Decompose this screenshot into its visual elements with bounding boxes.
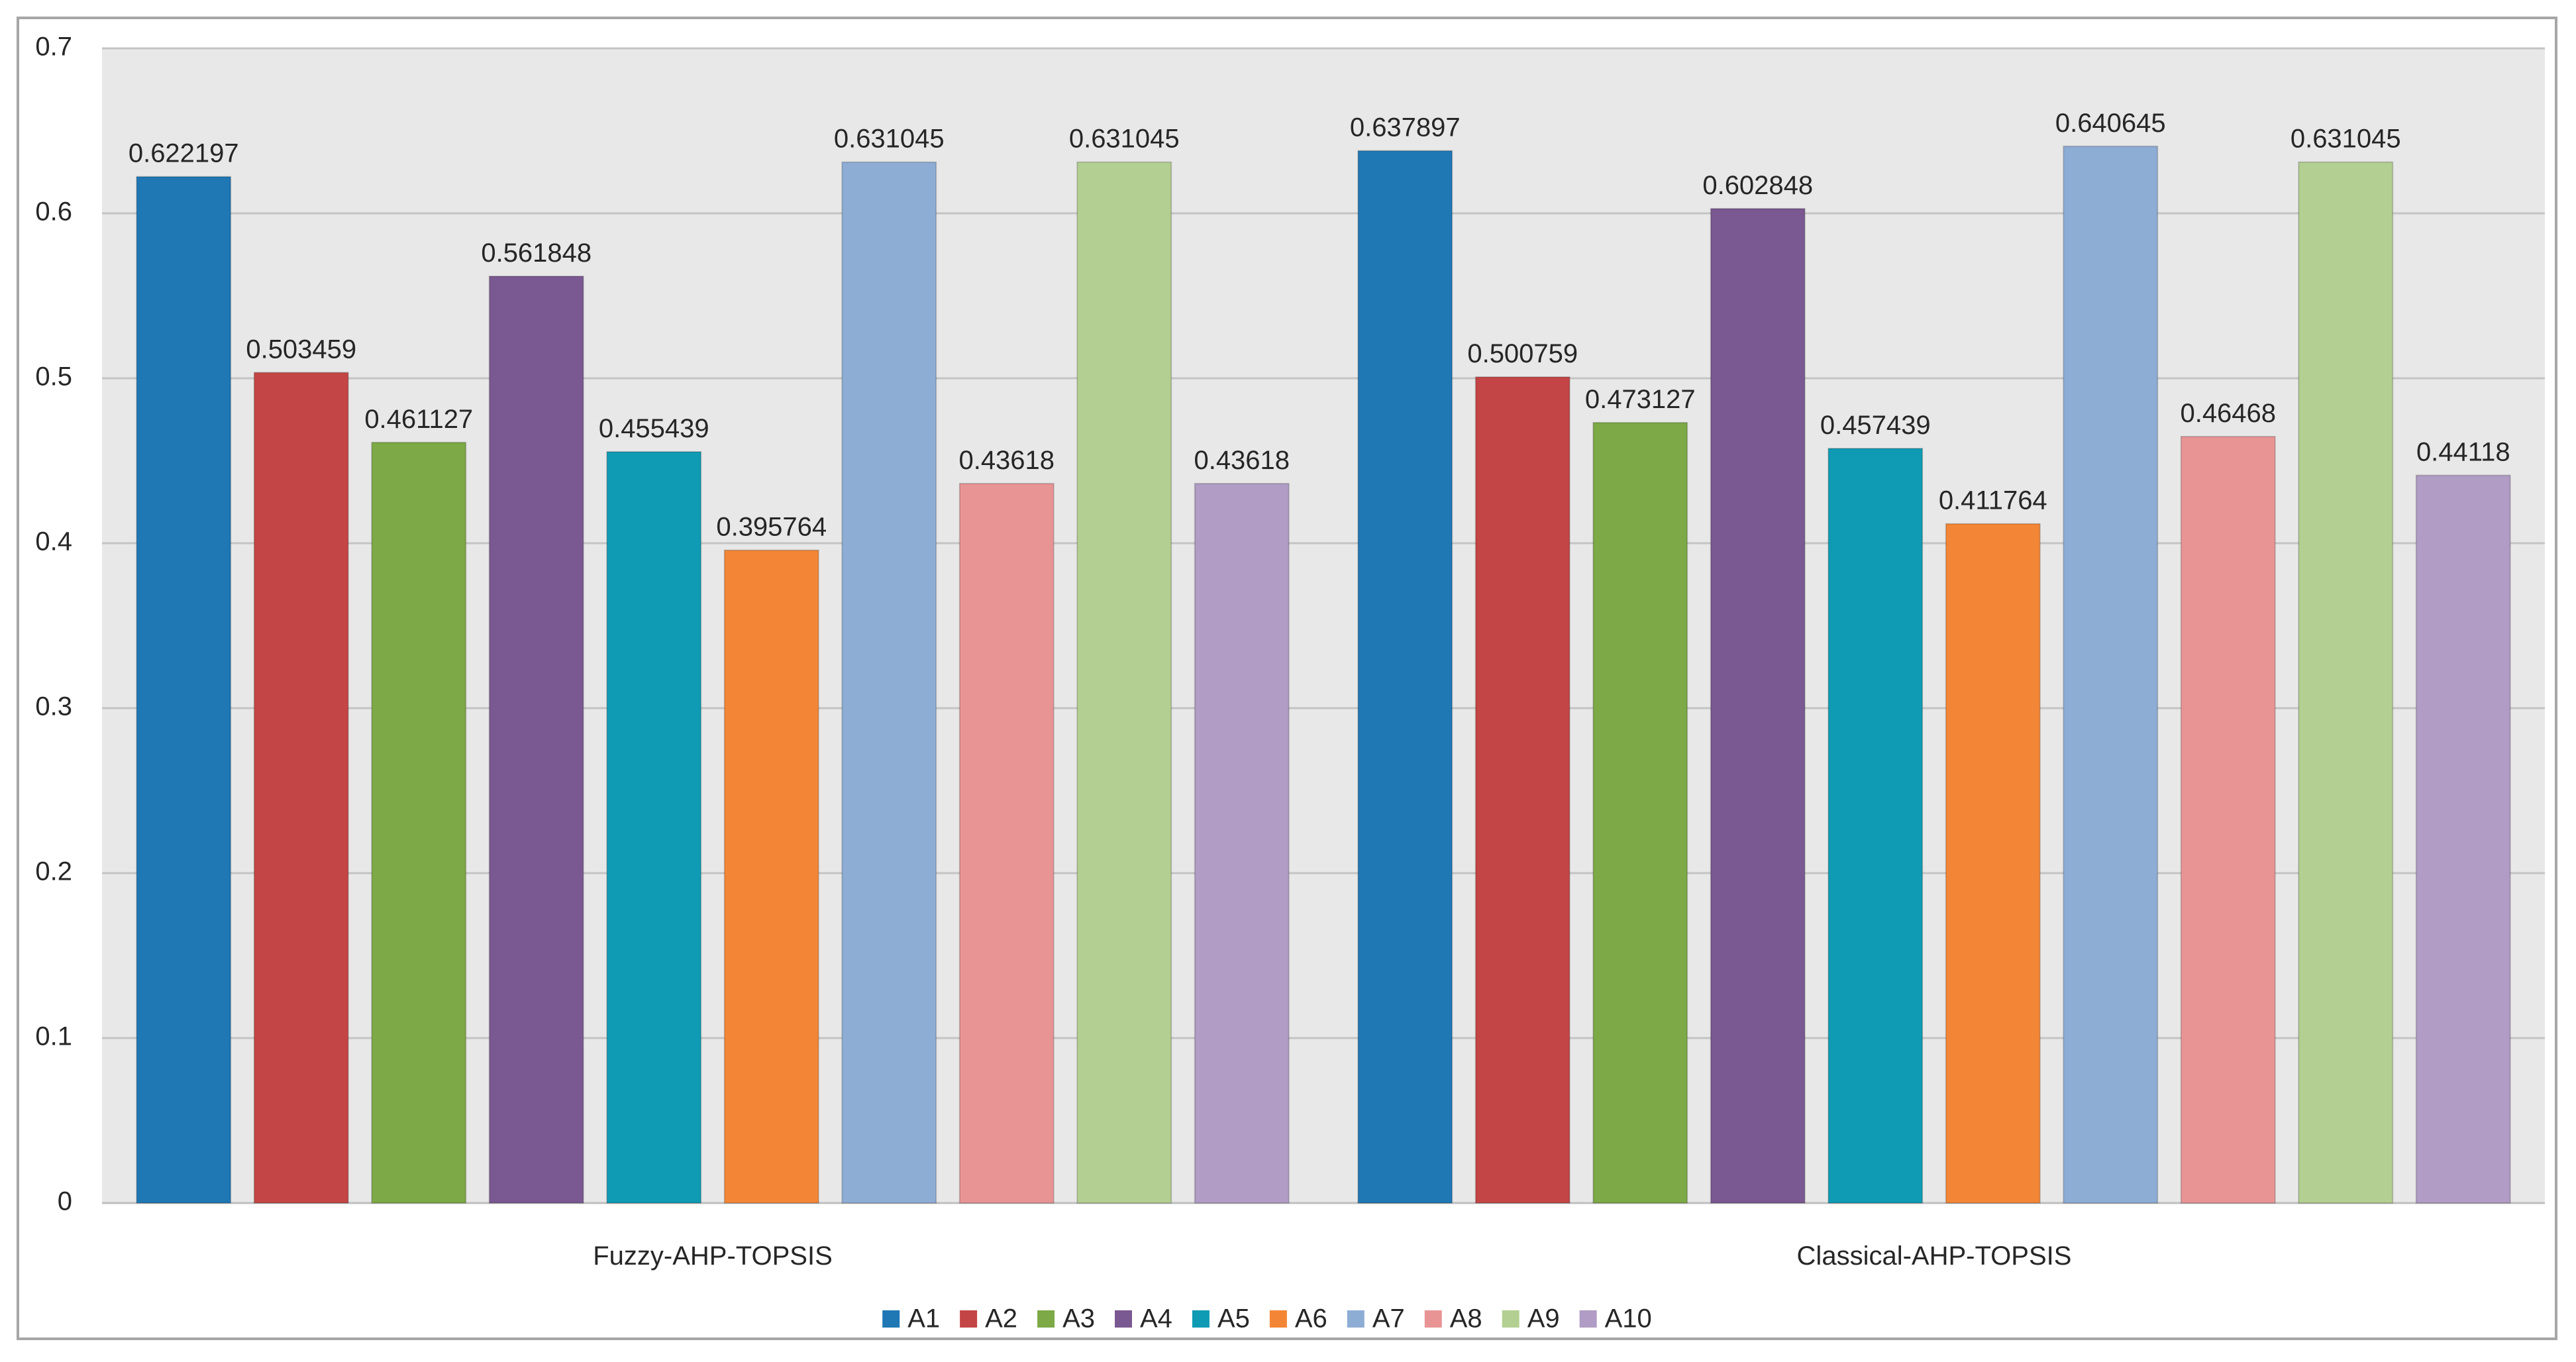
- data-label: 0.43618: [958, 446, 1055, 475]
- bar-a4: [488, 275, 584, 1204]
- bar-chart: 00.10.20.30.40.50.60.7 0.6221970.5034590…: [35, 32, 2545, 1334]
- data-label: 0.640645: [2055, 109, 2166, 138]
- legend: A1 A2 A3 A4 A5 A6 A7 A8 A9 A10: [882, 1304, 1652, 1334]
- data-label: 0.455439: [599, 414, 709, 443]
- data-label: 0.631045: [834, 125, 945, 154]
- data-label: 0.561848: [481, 238, 592, 268]
- legend-item-a4: A4: [1115, 1304, 1172, 1334]
- data-label: 0.503459: [246, 335, 356, 364]
- bar-a10: [2415, 474, 2511, 1204]
- legend-label: A3: [1062, 1304, 1095, 1334]
- legend-label: A5: [1217, 1304, 1250, 1334]
- data-label: 0.457439: [1820, 411, 1931, 440]
- bar-a9: [2298, 161, 2394, 1204]
- legend-item-a10: A10: [1579, 1304, 1652, 1334]
- legend-item-a2: A2: [960, 1304, 1017, 1334]
- bar-a4: [1710, 207, 1806, 1204]
- data-label: 0.622197: [129, 139, 239, 168]
- legend-swatch: [882, 1310, 900, 1328]
- legend-label: A7: [1372, 1304, 1405, 1334]
- bar-a5: [606, 450, 702, 1204]
- data-label: 0.631045: [1069, 125, 1180, 154]
- y-tick-label: 0.3: [35, 692, 72, 721]
- data-label: 0.395764: [716, 513, 827, 542]
- legend-swatch: [1502, 1310, 1520, 1328]
- data-label: 0.46468: [2180, 399, 2276, 428]
- x-axis-categories: Fuzzy-AHP-TOPSIS Classical-AHP-TOPSIS: [593, 1241, 2071, 1271]
- legend-swatch: [1579, 1310, 1597, 1328]
- legend-item-a7: A7: [1347, 1304, 1405, 1334]
- data-label: 0.473127: [1585, 385, 1696, 414]
- y-tick-label: 0.2: [35, 857, 72, 886]
- legend-swatch: [1347, 1310, 1365, 1328]
- bar-a1: [1357, 150, 1453, 1204]
- data-label: 0.461127: [364, 405, 473, 434]
- bar-a8: [2180, 435, 2276, 1204]
- data-label: 0.43618: [1194, 446, 1290, 475]
- legend-item-a9: A9: [1502, 1304, 1560, 1334]
- bar-a1: [136, 176, 232, 1204]
- data-label: 0.602848: [1702, 171, 1813, 200]
- legend-swatch: [1037, 1310, 1055, 1328]
- bar-a2: [253, 372, 349, 1204]
- bars: [136, 145, 2511, 1204]
- bar-a9: [1076, 161, 1172, 1204]
- bar-a5: [1828, 447, 1924, 1204]
- legend-swatch: [1192, 1310, 1210, 1328]
- legend-item-a6: A6: [1269, 1304, 1327, 1334]
- bar-a8: [958, 482, 1055, 1204]
- bar-a3: [1592, 421, 1688, 1204]
- data-label: 0.631045: [2291, 125, 2401, 154]
- legend-label: A8: [1450, 1304, 1482, 1334]
- x-category-label: Classical-AHP-TOPSIS: [1797, 1241, 2072, 1271]
- bar-a2: [1474, 376, 1571, 1204]
- bar-a6: [723, 549, 819, 1204]
- legend-label: A9: [1527, 1304, 1560, 1334]
- data-label: 0.637897: [1350, 113, 1461, 142]
- x-category-label: Fuzzy-AHP-TOPSIS: [593, 1241, 833, 1271]
- legend-item-a8: A8: [1424, 1304, 1482, 1334]
- legend-label: A4: [1140, 1304, 1172, 1334]
- legend-swatch: [1269, 1310, 1287, 1328]
- plot-area: [102, 48, 2545, 1203]
- data-label: 0.411764: [1939, 486, 2047, 515]
- bar-a3: [371, 441, 467, 1204]
- y-tick-label: 0.4: [35, 527, 72, 556]
- legend-label: A1: [907, 1304, 940, 1334]
- y-tick-label: 0: [58, 1187, 72, 1216]
- bar-a6: [1945, 523, 2041, 1204]
- legend-label: A10: [1605, 1304, 1652, 1334]
- y-axis-ticks: 0 0.1 0.2 0.3 0.4 0.5 0.6 0.7: [35, 32, 72, 1216]
- bar-a7: [841, 161, 937, 1204]
- legend-swatch: [960, 1310, 978, 1328]
- legend-label: A2: [985, 1304, 1017, 1334]
- y-tick-label: 0.6: [35, 197, 72, 227]
- chart-frame: 0 0.1 0.2 0.3 0.4 0.5 0.6 0.7 0.622197 0.503459 0…: [17, 17, 2557, 1340]
- y-tick-label: 0.7: [35, 32, 72, 62]
- legend-item-a1: A1: [882, 1304, 940, 1334]
- y-tick-label: 0.1: [35, 1022, 72, 1051]
- bar-a7: [2063, 145, 2159, 1204]
- legend-swatch: [1115, 1310, 1133, 1328]
- legend-item-a5: A5: [1192, 1304, 1250, 1334]
- legend-label: A6: [1295, 1304, 1327, 1334]
- legend-swatch: [1424, 1310, 1442, 1328]
- data-labels: 0.622197 0.503459 0.461127 0.561848 0.455439…: [129, 109, 2510, 542]
- y-tick-label: 0.5: [35, 362, 72, 392]
- bar-a10: [1194, 482, 1290, 1204]
- data-label: 0.44118: [2416, 437, 2510, 466]
- data-label: 0.500759: [1467, 339, 1578, 368]
- legend-item-a3: A3: [1037, 1304, 1095, 1334]
